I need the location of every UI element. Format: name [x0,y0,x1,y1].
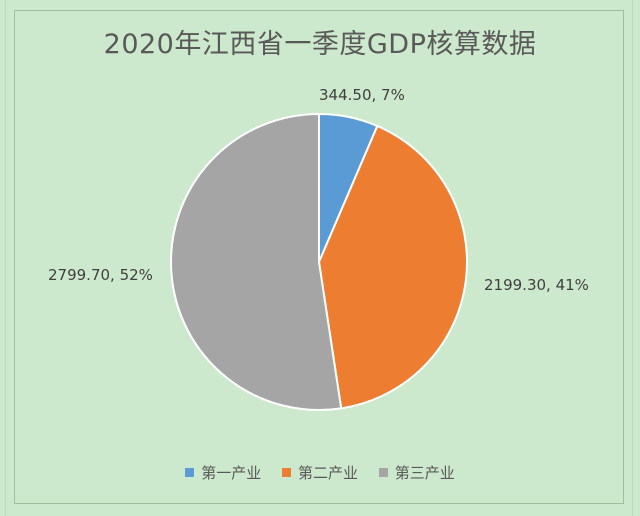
sheet-grid-line [632,0,633,516]
sheet-grid-line [5,0,6,516]
legend-item-first-industry[interactable]: 第一产业 [185,462,261,483]
legend-item-second-industry[interactable]: 第二产业 [281,462,358,483]
legend: 第一产业 第二产业 第三产业 [0,462,640,483]
legend-label: 第二产业 [297,464,358,482]
chart-title: 2020年江西省一季度GDP核算数据 [103,29,537,60]
data-label-third-industry: 2799.70, 52% [48,266,153,284]
legend-item-third-industry[interactable]: 第三产业 [378,462,455,483]
legend-label: 第三产业 [394,464,455,482]
legend-swatch [185,468,195,477]
data-label-second-industry: 2199.30, 41% [484,276,589,294]
legend-swatch [281,468,291,477]
data-label-first-industry: 344.50, 7% [319,86,405,104]
pie-slice-second-industry[interactable] [317,124,468,410]
legend-label: 第一产业 [201,464,262,482]
legend-swatch [378,468,388,477]
pie-slice-third-industry[interactable] [170,112,343,411]
